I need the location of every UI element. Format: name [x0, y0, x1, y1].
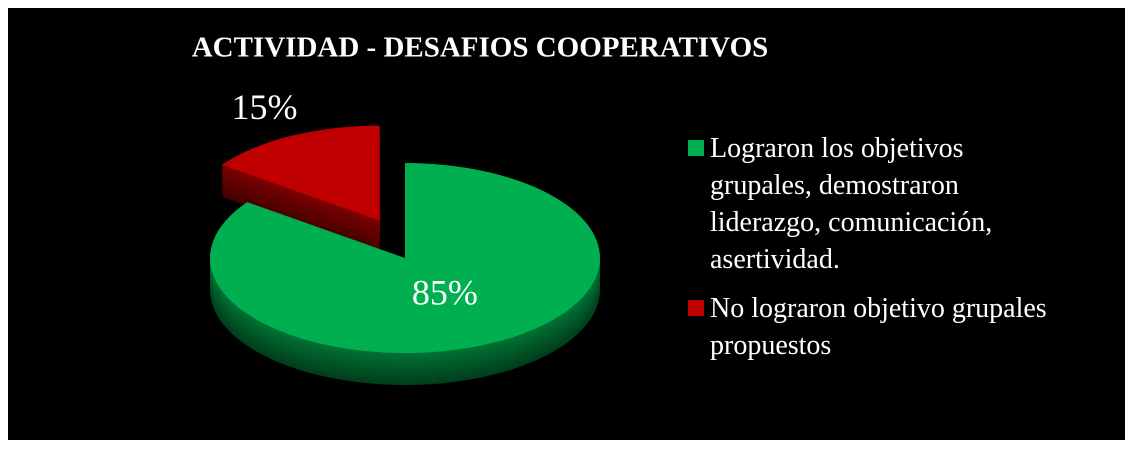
legend-entry: Lograron los objetivos grupales, demostr…	[688, 130, 1058, 278]
data-label: 85%	[412, 272, 478, 312]
data-label: 15%	[231, 87, 297, 127]
slice	[221, 125, 380, 221]
legend: Lograron los objetivos grupales, demostr…	[688, 130, 1058, 376]
legend-swatch	[688, 300, 704, 316]
slice	[209, 163, 600, 353]
chart-title: ACTIVIDAD - DESAFIOS COOPERATIVOS	[192, 32, 769, 64]
legend-label: No lograron objetivo grupales propuestos	[710, 293, 1047, 361]
legend-swatch	[688, 140, 704, 156]
legend-label: Lograron los objetivos grupales, demostr…	[710, 133, 993, 275]
legend-entry: No lograron objetivo grupales propuestos	[688, 290, 1058, 364]
